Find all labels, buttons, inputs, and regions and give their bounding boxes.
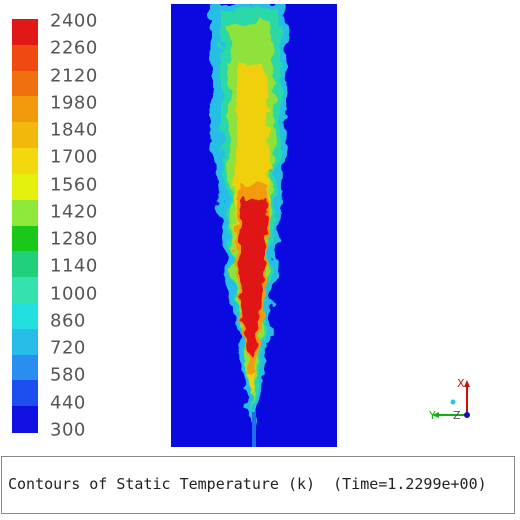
legend-tick-label: 1700	[50, 146, 98, 168]
legend-tick-label: 2400	[50, 10, 98, 32]
contour-plot	[171, 4, 337, 447]
legend-swatch	[12, 277, 38, 304]
legend-swatch	[12, 225, 38, 252]
legend-tick-label: 440	[50, 392, 86, 414]
legend-tick-label: 1560	[50, 174, 98, 196]
axis-y-label: Y	[428, 409, 436, 422]
contour-domain	[171, 4, 337, 447]
legend-swatch	[12, 380, 38, 407]
legend-swatch	[12, 251, 38, 278]
legend-tick-label: 1140	[50, 255, 98, 277]
caption-box: Contours of Static Temperature (k) (Time…	[1, 456, 515, 514]
plot-caption: Contours of Static Temperature (k) (Time…	[8, 475, 487, 493]
legend-swatch	[12, 44, 38, 72]
legend-swatch	[12, 122, 38, 149]
legend-tick-label: 2260	[50, 37, 98, 59]
legend-swatch	[12, 406, 38, 433]
legend-swatch	[12, 354, 38, 381]
legend-swatch	[12, 328, 38, 356]
legend-swatch	[12, 302, 38, 330]
plume-layer-red	[239, 199, 267, 359]
axis-z-label: Z	[453, 409, 461, 422]
color-legend	[12, 19, 40, 433]
legend-tick-label: 1420	[50, 201, 98, 223]
axis-triad: X Y Z	[428, 377, 470, 422]
legend-swatch	[12, 199, 38, 226]
legend-swatch	[12, 19, 38, 46]
legend-swatch	[12, 96, 38, 123]
legend-tick-label: 1980	[50, 92, 98, 114]
legend-tick-label: 1000	[50, 283, 98, 305]
legend-swatch	[12, 70, 38, 97]
legend-swatch	[12, 173, 38, 201]
legend-tick-label: 1280	[50, 228, 98, 250]
legend-swatch	[12, 148, 38, 175]
inlet-pipe	[252, 412, 256, 447]
legend-tick-label: 1840	[50, 119, 98, 141]
axis-x-label: X	[457, 377, 465, 390]
legend-tick-label: 2120	[50, 65, 98, 87]
legend-tick-label: 860	[50, 310, 86, 332]
legend-tick-label: 720	[50, 337, 86, 359]
legend-tick-label: 580	[50, 364, 86, 386]
legend-tick-label: 300	[50, 419, 86, 441]
